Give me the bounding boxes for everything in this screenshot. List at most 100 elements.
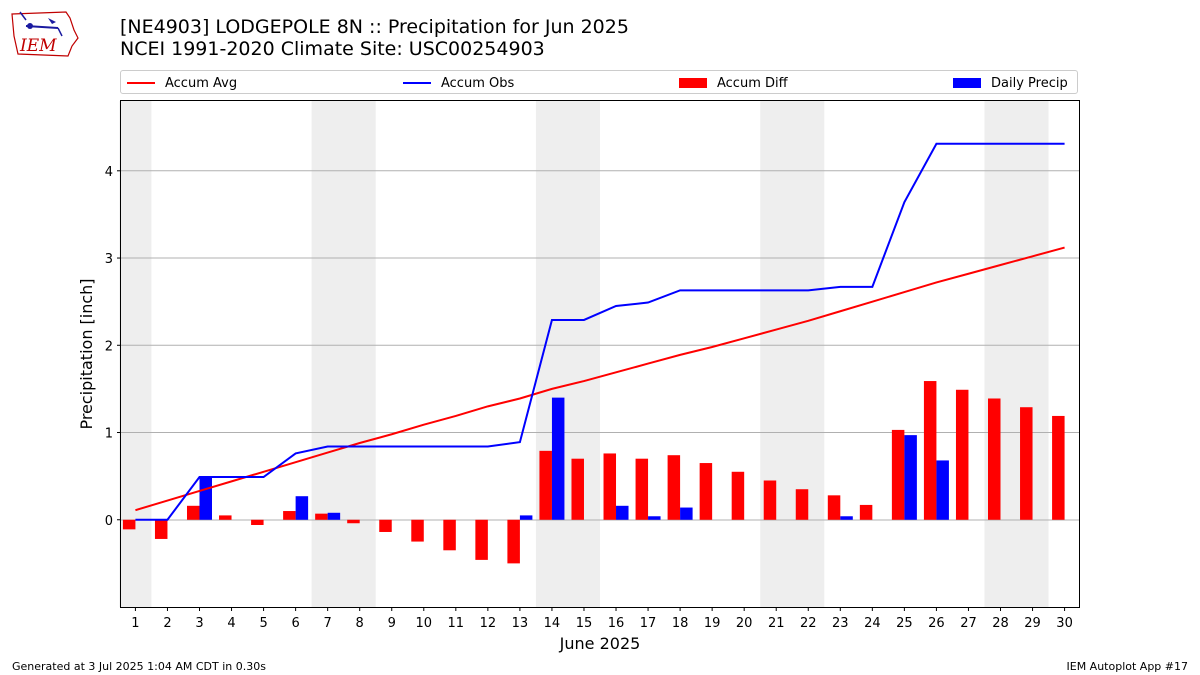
accum-diff-bar <box>603 453 617 520</box>
x-tick-label: 21 <box>768 616 785 631</box>
y-tick-label: 4 <box>105 165 113 180</box>
accum-diff-bar <box>988 398 1001 520</box>
x-ticks: 1 2 3 4 5 6 7 8 9 10 11 12 13 14 15 16 17 18 19 20 21 22 23 24 2… <box>131 607 1073 631</box>
y-ticks: 0 1 2 3 4 <box>105 165 121 529</box>
accum-diff-bar <box>795 489 809 520</box>
x-tick-label: 20 <box>736 616 753 631</box>
accum-diff-bar <box>443 519 456 551</box>
gridlines <box>121 170 1079 434</box>
weekend-bands <box>119 101 1049 607</box>
accum-avg-line <box>135 246 1065 512</box>
accum-diff-bar <box>154 519 168 539</box>
accum-diff-bar <box>923 381 937 520</box>
accum-diff-bar <box>955 389 969 520</box>
accum-obs-swatch <box>403 82 431 84</box>
x-tick-label: 17 <box>640 616 657 631</box>
footer-app: IEM Autoplot App #17 <box>1066 660 1189 673</box>
accum-avg-swatch <box>127 82 155 84</box>
accum-diff-bar <box>571 458 584 520</box>
x-tick-label: 15 <box>576 616 593 631</box>
x-tick-label: 28 <box>992 616 1009 631</box>
title-line-1: [NE4903] LODGEPOLE 8N :: Precipitation f… <box>120 16 629 38</box>
weekend-band <box>119 101 152 607</box>
y-axis-label: Precipitation [inch] <box>77 278 96 429</box>
accum-obs-line <box>135 142 1065 521</box>
y-tick-label: 1 <box>105 427 113 442</box>
daily-precip-bar <box>551 397 565 520</box>
weekend-band <box>535 101 600 607</box>
x-tick-label: 19 <box>704 616 721 631</box>
daily-precip-bar <box>648 516 661 520</box>
legend-item-accum-avg: Accum Avg <box>127 74 237 92</box>
daily-precip-swatch <box>953 78 981 88</box>
x-tick-label: 25 <box>896 616 913 631</box>
legend-item-daily-precip: Daily Precip <box>953 74 1068 92</box>
legend: Accum Avg Accum Obs Accum Diff Daily Pre… <box>120 70 1078 94</box>
daily-precip-bar <box>295 496 309 520</box>
title-line-2: NCEI 1991-2020 Climate Site: USC00254903 <box>120 38 545 60</box>
accum-diff-bar <box>667 455 681 520</box>
y-tick-label: 0 <box>105 514 113 529</box>
x-tick-label: 7 <box>324 616 332 631</box>
accum-diff-bar <box>251 519 264 525</box>
x-tick-label: 12 <box>480 616 497 631</box>
accum-diff-bar <box>122 519 136 530</box>
accum-diff-bar <box>219 515 232 520</box>
x-tick-label: 14 <box>544 616 561 631</box>
accum-diff-bar <box>507 519 520 564</box>
x-tick-label: 26 <box>928 616 945 631</box>
x-tick-label: 3 <box>195 616 203 631</box>
accum-diff-bar <box>763 480 777 520</box>
legend-label-accum-obs: Accum Obs <box>441 75 515 91</box>
x-tick-label: 24 <box>864 616 881 631</box>
accum-diff-bar <box>475 519 488 560</box>
iem-logo[interactable]: IEM <box>8 6 80 60</box>
weekend-band <box>984 101 1049 607</box>
x-tick-label: 1 <box>131 616 139 631</box>
x-tick-label: 27 <box>960 616 977 631</box>
x-tick-label: 5 <box>259 616 267 631</box>
accum-diff-bar <box>859 504 873 520</box>
x-tick-label: 10 <box>416 616 433 631</box>
legend-item-accum-diff: Accum Diff <box>679 74 788 92</box>
x-tick-label: 23 <box>832 616 849 631</box>
weekend-band <box>760 101 825 607</box>
legend-label-daily-precip: Daily Precip <box>991 75 1068 91</box>
daily-precip-bar <box>840 516 853 520</box>
accum-diff-bar <box>347 519 360 524</box>
x-tick-label: 6 <box>291 616 299 631</box>
daily-precip-bar <box>327 512 341 520</box>
weekend-band <box>311 101 376 607</box>
x-tick-label: 30 <box>1056 616 1073 631</box>
accum-diff-bar <box>891 429 905 520</box>
daily-precip-bars <box>199 397 949 520</box>
x-tick-label: 16 <box>608 616 625 631</box>
accum-diff-bar <box>635 458 649 520</box>
accum-diff-bar <box>1052 415 1065 520</box>
footer-generated: Generated at 3 Jul 2025 1:04 AM CDT in 0… <box>12 660 266 673</box>
accum-diff-bar <box>315 513 328 520</box>
x-tick-label: 22 <box>800 616 817 631</box>
iowa-environmental-mesonet-logo-icon: IEM <box>11 11 79 57</box>
daily-precip-bar <box>904 435 917 520</box>
accum-diff-bar <box>539 450 552 520</box>
chart-title: [NE4903] LODGEPOLE 8N :: Precipitation f… <box>120 16 629 60</box>
daily-precip-bar <box>199 477 212 520</box>
y-tick-label: 2 <box>105 339 113 354</box>
x-tick-label: 9 <box>388 616 396 631</box>
x-tick-label: 8 <box>356 616 364 631</box>
daily-precip-bar <box>616 505 629 520</box>
y-tick-label: 3 <box>105 252 113 267</box>
accum-diff-bar <box>827 495 841 520</box>
x-tick-label: 4 <box>227 616 235 631</box>
legend-item-accum-obs: Accum Obs <box>403 74 514 92</box>
accum-diff-bar <box>283 511 296 520</box>
accum-diff-bar <box>186 505 200 520</box>
daily-precip-bar <box>519 515 533 520</box>
accum-diff-bar <box>411 519 424 542</box>
accum-diff-bar <box>731 471 745 520</box>
daily-precip-bar <box>680 507 693 520</box>
svg-text:IEM: IEM <box>19 36 57 56</box>
accum-diff-bars <box>122 381 1065 564</box>
